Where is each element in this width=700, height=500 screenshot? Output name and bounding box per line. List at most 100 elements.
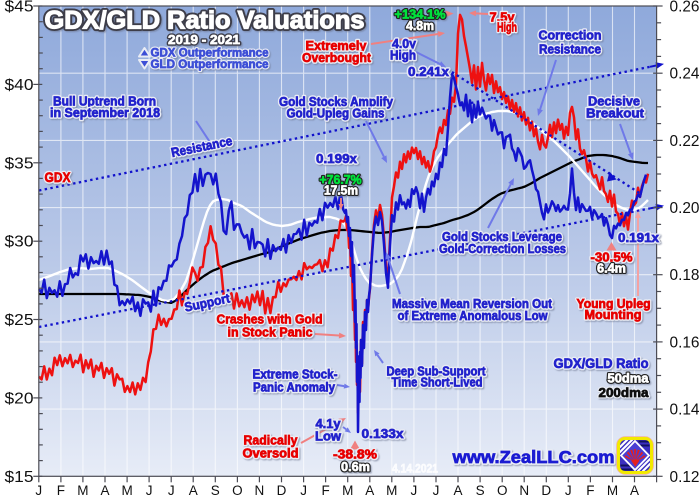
svg-text:M: M <box>607 483 618 498</box>
svg-text:A: A <box>100 483 109 498</box>
svg-text:Oversold: Oversold <box>243 447 299 461</box>
svg-text:4.14.2021: 4.14.2021 <box>392 464 439 476</box>
svg-text:Correction: Correction <box>539 29 602 43</box>
svg-text:0.20: 0.20 <box>670 200 700 217</box>
svg-text:0.133x: 0.133x <box>362 427 404 441</box>
svg-text:-30.5%: -30.5% <box>591 251 633 265</box>
svg-text:50dma: 50dma <box>608 372 650 386</box>
svg-text:0.199x: 0.199x <box>316 152 357 166</box>
svg-text:J: J <box>565 483 572 498</box>
svg-text:Deep Sub-Support: Deep Sub-Support <box>387 365 487 379</box>
svg-text:+134.1%: +134.1% <box>395 8 446 22</box>
svg-text:17.5m: 17.5m <box>324 184 358 198</box>
svg-text:S: S <box>476 483 485 498</box>
svg-text:0.14: 0.14 <box>670 402 700 419</box>
svg-text:High: High <box>497 21 517 35</box>
svg-text:0.16: 0.16 <box>670 334 700 351</box>
svg-text:Low: Low <box>315 430 341 444</box>
svg-text:Decisive: Decisive <box>588 95 640 109</box>
svg-text:0.12: 0.12 <box>670 469 700 486</box>
svg-text:7.5y: 7.5y <box>490 11 515 25</box>
svg-text:$25: $25 <box>5 312 34 329</box>
svg-text:Overbought: Overbought <box>302 51 372 65</box>
svg-text:0.24: 0.24 <box>670 66 700 83</box>
svg-text:GDX: GDX <box>45 170 71 185</box>
svg-text:Gold Stocks Leverage: Gold Stocks Leverage <box>442 230 562 244</box>
svg-text:4.1y: 4.1y <box>316 417 341 431</box>
svg-text:6.4m: 6.4m <box>597 262 626 276</box>
svg-text:-38.8%: -38.8% <box>333 448 377 462</box>
svg-text:Time Short-Lived: Time Short-Lived <box>392 376 483 390</box>
svg-text:7.5y: 7.5y <box>490 11 515 25</box>
svg-text:GDX/GLD Ratio Valuations: GDX/GLD Ratio Valuations <box>45 7 365 35</box>
svg-text:GDX Outperformance: GDX Outperformance <box>151 46 269 60</box>
svg-text:J: J <box>300 483 307 498</box>
svg-text:N: N <box>519 483 529 498</box>
svg-text:Breakout: Breakout <box>586 107 645 121</box>
svg-text:$20: $20 <box>5 390 34 407</box>
svg-text:Resistance: Resistance <box>539 43 601 57</box>
svg-text:in Stock Panic: in Stock Panic <box>228 326 313 340</box>
svg-text:D: D <box>541 483 551 498</box>
svg-text:0.191x: 0.191x <box>618 231 659 245</box>
svg-text:0.241x: 0.241x <box>408 65 449 79</box>
svg-text:2019 - 2021: 2019 - 2021 <box>168 32 240 47</box>
svg-text:Gold Stocks Amplify: Gold Stocks Amplify <box>279 95 393 109</box>
svg-text:Decisive: Decisive <box>588 95 640 109</box>
svg-text:Gold-Upleg Gains: Gold-Upleg Gains <box>287 107 385 121</box>
svg-text:M: M <box>77 483 88 498</box>
svg-text:A: A <box>365 483 374 498</box>
svg-text:J: J <box>35 483 42 498</box>
svg-text:High: High <box>390 49 416 63</box>
svg-text:Correction: Correction <box>539 29 602 43</box>
svg-text:+134.1%: +134.1% <box>395 8 446 22</box>
svg-text:200dma: 200dma <box>599 386 650 400</box>
svg-text:GDX Outperformance: GDX Outperformance <box>151 46 269 60</box>
svg-text:Extremely: Extremely <box>306 39 367 53</box>
svg-text:$30: $30 <box>5 234 34 251</box>
svg-text:Gold-Correction Losses: Gold-Correction Losses <box>439 242 566 256</box>
svg-text:Gold Stocks Amplify: Gold Stocks Amplify <box>279 95 393 109</box>
svg-text:0.26: 0.26 <box>670 0 700 16</box>
svg-text:www.ZealLLC.com: www.ZealLLC.com <box>451 447 614 467</box>
svg-text:M: M <box>386 483 397 498</box>
svg-text:Panic Anomaly: Panic Anomaly <box>253 381 335 395</box>
svg-text:-30.5%: -30.5% <box>591 251 633 265</box>
svg-text:4.0y: 4.0y <box>392 37 416 51</box>
svg-text:Gold Stocks Leverage: Gold Stocks Leverage <box>442 230 562 244</box>
svg-text:M: M <box>342 483 353 498</box>
svg-text:Radically: Radically <box>244 434 298 448</box>
svg-text:A: A <box>189 483 198 498</box>
svg-text:$15: $15 <box>5 469 34 486</box>
svg-text:Oversold: Oversold <box>243 447 299 461</box>
svg-text:GDX/GLD Ratio: GDX/GLD Ratio <box>554 356 649 371</box>
svg-text:Overbought: Overbought <box>302 51 372 65</box>
svg-text:Breakout: Breakout <box>586 107 645 121</box>
svg-text:0.18: 0.18 <box>670 267 700 284</box>
svg-text:4.0y: 4.0y <box>392 37 416 51</box>
svg-text:$45: $45 <box>5 0 34 16</box>
svg-text:Massive Mean Reversion Out: Massive Mean Reversion Out <box>392 297 553 311</box>
svg-text:Young Upleg: Young Upleg <box>577 297 651 311</box>
svg-text:J: J <box>146 483 153 498</box>
svg-text:N: N <box>255 483 265 498</box>
svg-text:A: A <box>630 483 639 498</box>
svg-text:S: S <box>211 483 220 498</box>
svg-text:0.6m: 0.6m <box>341 460 370 474</box>
svg-text:0.241x: 0.241x <box>408 65 449 79</box>
svg-text:$35: $35 <box>5 155 34 172</box>
svg-text:www.ZealLLC.com: www.ZealLLC.com <box>451 447 614 467</box>
svg-text:Young Upleg: Young Upleg <box>577 297 651 311</box>
svg-text:Crashes with Gold: Crashes with Gold <box>217 313 323 327</box>
svg-text:0.6m: 0.6m <box>341 460 370 474</box>
svg-text:GLD Outperformance: GLD Outperformance <box>151 57 269 71</box>
svg-text:Deep Sub-Support: Deep Sub-Support <box>387 365 487 379</box>
svg-text:GDX/GLD Ratio: GDX/GLD Ratio <box>554 356 649 371</box>
svg-text:Extreme Stock-: Extreme Stock- <box>253 368 338 382</box>
svg-text:Massive Mean Reversion Out: Massive Mean Reversion Out <box>392 297 553 311</box>
svg-text:Gold-Upleg Gains: Gold-Upleg Gains <box>287 107 385 121</box>
svg-text:0.199x: 0.199x <box>316 152 357 166</box>
svg-text:$40: $40 <box>5 77 34 94</box>
svg-text:4.1y: 4.1y <box>316 417 341 431</box>
svg-text:Extremely: Extremely <box>306 39 367 53</box>
